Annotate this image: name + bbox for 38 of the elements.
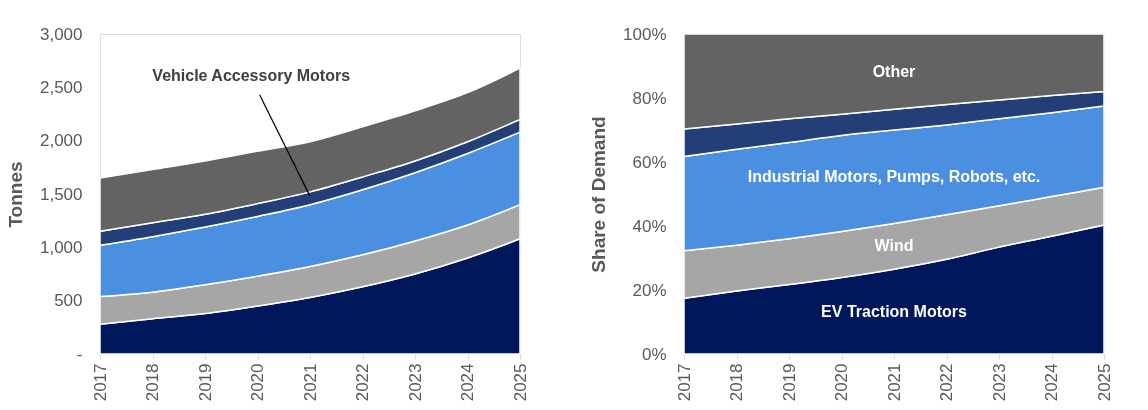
x-tick-label: 2019 [195, 363, 215, 402]
y-tick-label: 20% [632, 280, 667, 300]
y-axis-title: Tonnes [4, 161, 26, 228]
annotation: Vehicle Accessory Motors [152, 66, 351, 84]
x-tick-label: 2020 [832, 363, 851, 402]
x-tick-label: 2022 [353, 363, 372, 402]
y-tick-label: 1,000 [39, 237, 83, 257]
x-tick-label: 2018 [727, 363, 746, 402]
y-tick-label: 3,000 [39, 24, 83, 44]
y-tick-label: 40% [632, 216, 667, 236]
y-tick-label: 100% [623, 24, 667, 44]
series-label: Industrial Motors, Pumps, Robots, etc. [747, 167, 1041, 185]
series-label: EV Traction Motors [821, 302, 967, 320]
y-tick-label: 2,000 [39, 131, 83, 151]
x-tick-label: 2024 [458, 363, 477, 402]
x-tick-label: 2018 [143, 363, 162, 402]
x-tick-label: 2023 [405, 363, 425, 402]
x-tick-label: 2017 [674, 363, 694, 402]
y-tick-label: 1,500 [39, 184, 83, 204]
x-tick-label: 2022 [937, 363, 956, 402]
y-tick-label: 80% [632, 88, 667, 108]
x-tick-label: 2023 [989, 363, 1009, 402]
series-label: Wind [874, 237, 914, 255]
x-tick-label: 2025 [1094, 363, 1114, 402]
series-label: Other [872, 62, 916, 80]
x-tick-label: 2019 [779, 363, 799, 402]
y-tick-label: 500 [54, 291, 83, 311]
x-tick-label: 2017 [90, 363, 110, 402]
y-tick-label: 60% [632, 152, 667, 172]
y-tick-label: - [76, 344, 83, 364]
y-axis-title: Share of Demand [588, 116, 610, 273]
y-tick-label: 2,500 [39, 77, 83, 97]
x-tick-label: 2021 [300, 363, 320, 402]
y-tick-label: 0% [641, 344, 667, 364]
x-tick-label: 2020 [248, 363, 267, 402]
x-tick-label: 2021 [884, 363, 904, 402]
x-tick-label: 2024 [1042, 363, 1061, 402]
x-tick-label: 2025 [510, 363, 530, 402]
